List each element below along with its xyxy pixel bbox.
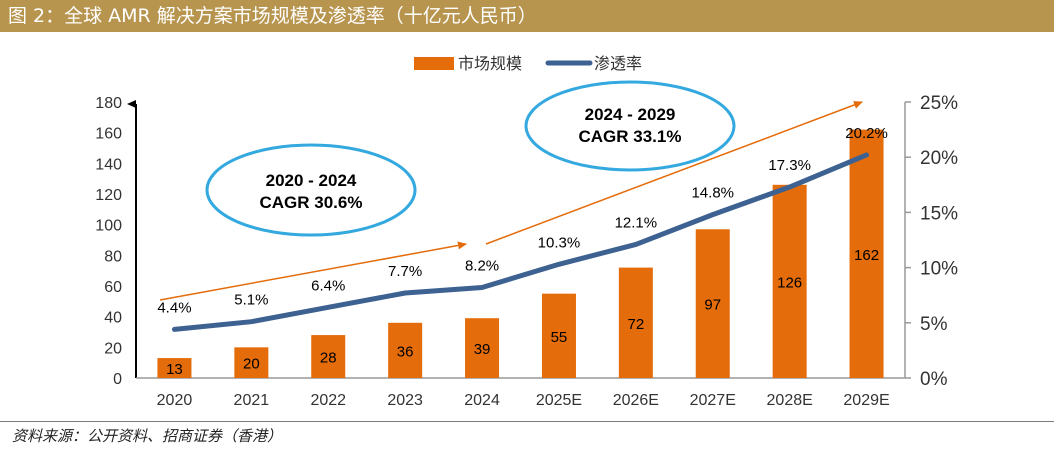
x-tick-2029E: 2029E <box>843 392 889 409</box>
cagr-callout-1: 2020 - 2024 CAGR 30.6% <box>205 143 417 237</box>
line-label-2020: 4.4% <box>157 299 191 316</box>
line-label-2023: 7.7% <box>388 263 422 280</box>
left-tick-label: 20 <box>104 340 122 357</box>
left-tick-label: 0 <box>113 371 122 388</box>
x-tick-2024: 2024 <box>464 392 500 409</box>
x-tick-2023: 2023 <box>387 392 423 409</box>
cagr-callout-2: 2024 - 2029 CAGR 33.1% <box>524 80 736 172</box>
bar-value-2026E: 72 <box>628 316 645 333</box>
x-tick-2022: 2022 <box>310 392 346 409</box>
right-tick-label: 15% <box>920 203 958 224</box>
legend-line-label: 渗透率 <box>594 54 642 73</box>
bar-value-2028E: 126 <box>777 274 802 291</box>
bar-value-2021: 20 <box>243 356 260 373</box>
left-tick-label: 40 <box>104 310 122 327</box>
x-tick-2021: 2021 <box>234 392 270 409</box>
left-tick-label: 180 <box>95 95 122 112</box>
right-tick-label: 10% <box>920 259 958 280</box>
bar-value-2027E: 97 <box>704 297 721 314</box>
bar-2024 <box>465 318 500 378</box>
x-tick-2025E: 2025E <box>536 392 582 409</box>
bar-2023 <box>388 322 423 378</box>
chart: 市场规模 渗透率 0 20 40 60 80 100 120 140 160 180 0% 5% 10… <box>95 54 958 409</box>
right-tick-label: 5% <box>920 314 948 335</box>
cagr-2-period: 2024 - 2029 <box>585 105 676 124</box>
legend-bar-swatch <box>414 57 454 70</box>
bar-value-2024: 39 <box>474 341 491 358</box>
bar-2026E <box>618 267 653 378</box>
right-tick-label: 20% <box>920 148 958 169</box>
bar-value-labels: 13 20 28 36 39 55 72 97 126 162 <box>166 247 879 378</box>
line-label-2028E: 17.3% <box>768 157 811 174</box>
bar-2020 <box>157 358 192 378</box>
legend-bar-label: 市场规模 <box>458 54 522 73</box>
cagr-1-value: CAGR 30.6% <box>260 193 363 212</box>
line-label-2027E: 14.8% <box>691 185 734 202</box>
line-label-2029E: 20.2% <box>845 125 888 142</box>
x-tick-2028E: 2028E <box>767 392 813 409</box>
trend-arrow-2020-2024 <box>159 241 467 301</box>
right-tick-label: 25% <box>920 93 958 114</box>
bar-2022 <box>311 335 346 378</box>
x-axis-labels: 2020 2021 2022 2023 2024 2025E 2026E 2027E 2028E… <box>157 392 890 409</box>
bar-2028E <box>772 184 807 378</box>
left-tick-label: 160 <box>95 126 122 143</box>
bar-value-2022: 28 <box>320 350 337 367</box>
left-tick-label: 120 <box>95 187 122 204</box>
line-label-2022: 6.4% <box>311 277 345 294</box>
x-tick-2026E: 2026E <box>613 392 659 409</box>
cagr-ellipse-2 <box>524 80 736 172</box>
source-divider <box>0 421 1054 422</box>
line-label-2026E: 12.1% <box>615 214 658 231</box>
left-tick-label: 100 <box>95 218 122 235</box>
bar-value-2023: 36 <box>397 343 414 360</box>
bar-2027E <box>695 229 730 378</box>
left-tick-label: 60 <box>104 279 122 296</box>
source-note: 资料来源：公开资料、招商证券（香港） <box>12 427 283 445</box>
trend-arrow-2024-2029 <box>485 101 863 245</box>
line-label-2021: 5.1% <box>234 292 268 309</box>
bar-series <box>157 129 884 378</box>
figure-title: 图 2：全球 AMR 解决方案市场规模及渗透率（十亿元人民币） <box>0 0 1054 32</box>
right-axis-ticks: 0% 5% 10% 15% 20% 25% <box>905 93 958 390</box>
right-tick-label: 0% <box>920 369 948 390</box>
x-tick-2020: 2020 <box>157 392 193 409</box>
penetration-line <box>171 152 870 332</box>
left-axis-ticks: 0 20 40 60 80 100 120 140 160 180 <box>95 95 122 388</box>
line-label-2025E: 10.3% <box>538 234 581 251</box>
left-tick-label: 80 <box>104 248 122 265</box>
bar-2021 <box>234 347 269 378</box>
bar-value-2029E: 162 <box>854 247 879 264</box>
left-tick-label: 140 <box>95 156 122 173</box>
bar-2029E <box>849 129 884 378</box>
bar-2025E <box>541 293 576 378</box>
cagr-1-period: 2020 - 2024 <box>266 171 357 190</box>
bar-value-2025E: 55 <box>551 329 568 346</box>
cagr-ellipse-1 <box>205 143 417 237</box>
bar-value-2020: 13 <box>166 361 183 378</box>
line-label-2024: 8.2% <box>465 257 499 274</box>
cagr-2-value: CAGR 33.1% <box>579 127 682 146</box>
x-tick-2027E: 2027E <box>690 392 736 409</box>
legend: 市场规模 渗透率 <box>414 54 642 73</box>
line-series <box>171 152 870 332</box>
line-value-labels: 4.4% 5.1% 6.4% 7.7% 8.2% 10.3% 12.1% 14.8% 17.3%… <box>157 125 887 316</box>
